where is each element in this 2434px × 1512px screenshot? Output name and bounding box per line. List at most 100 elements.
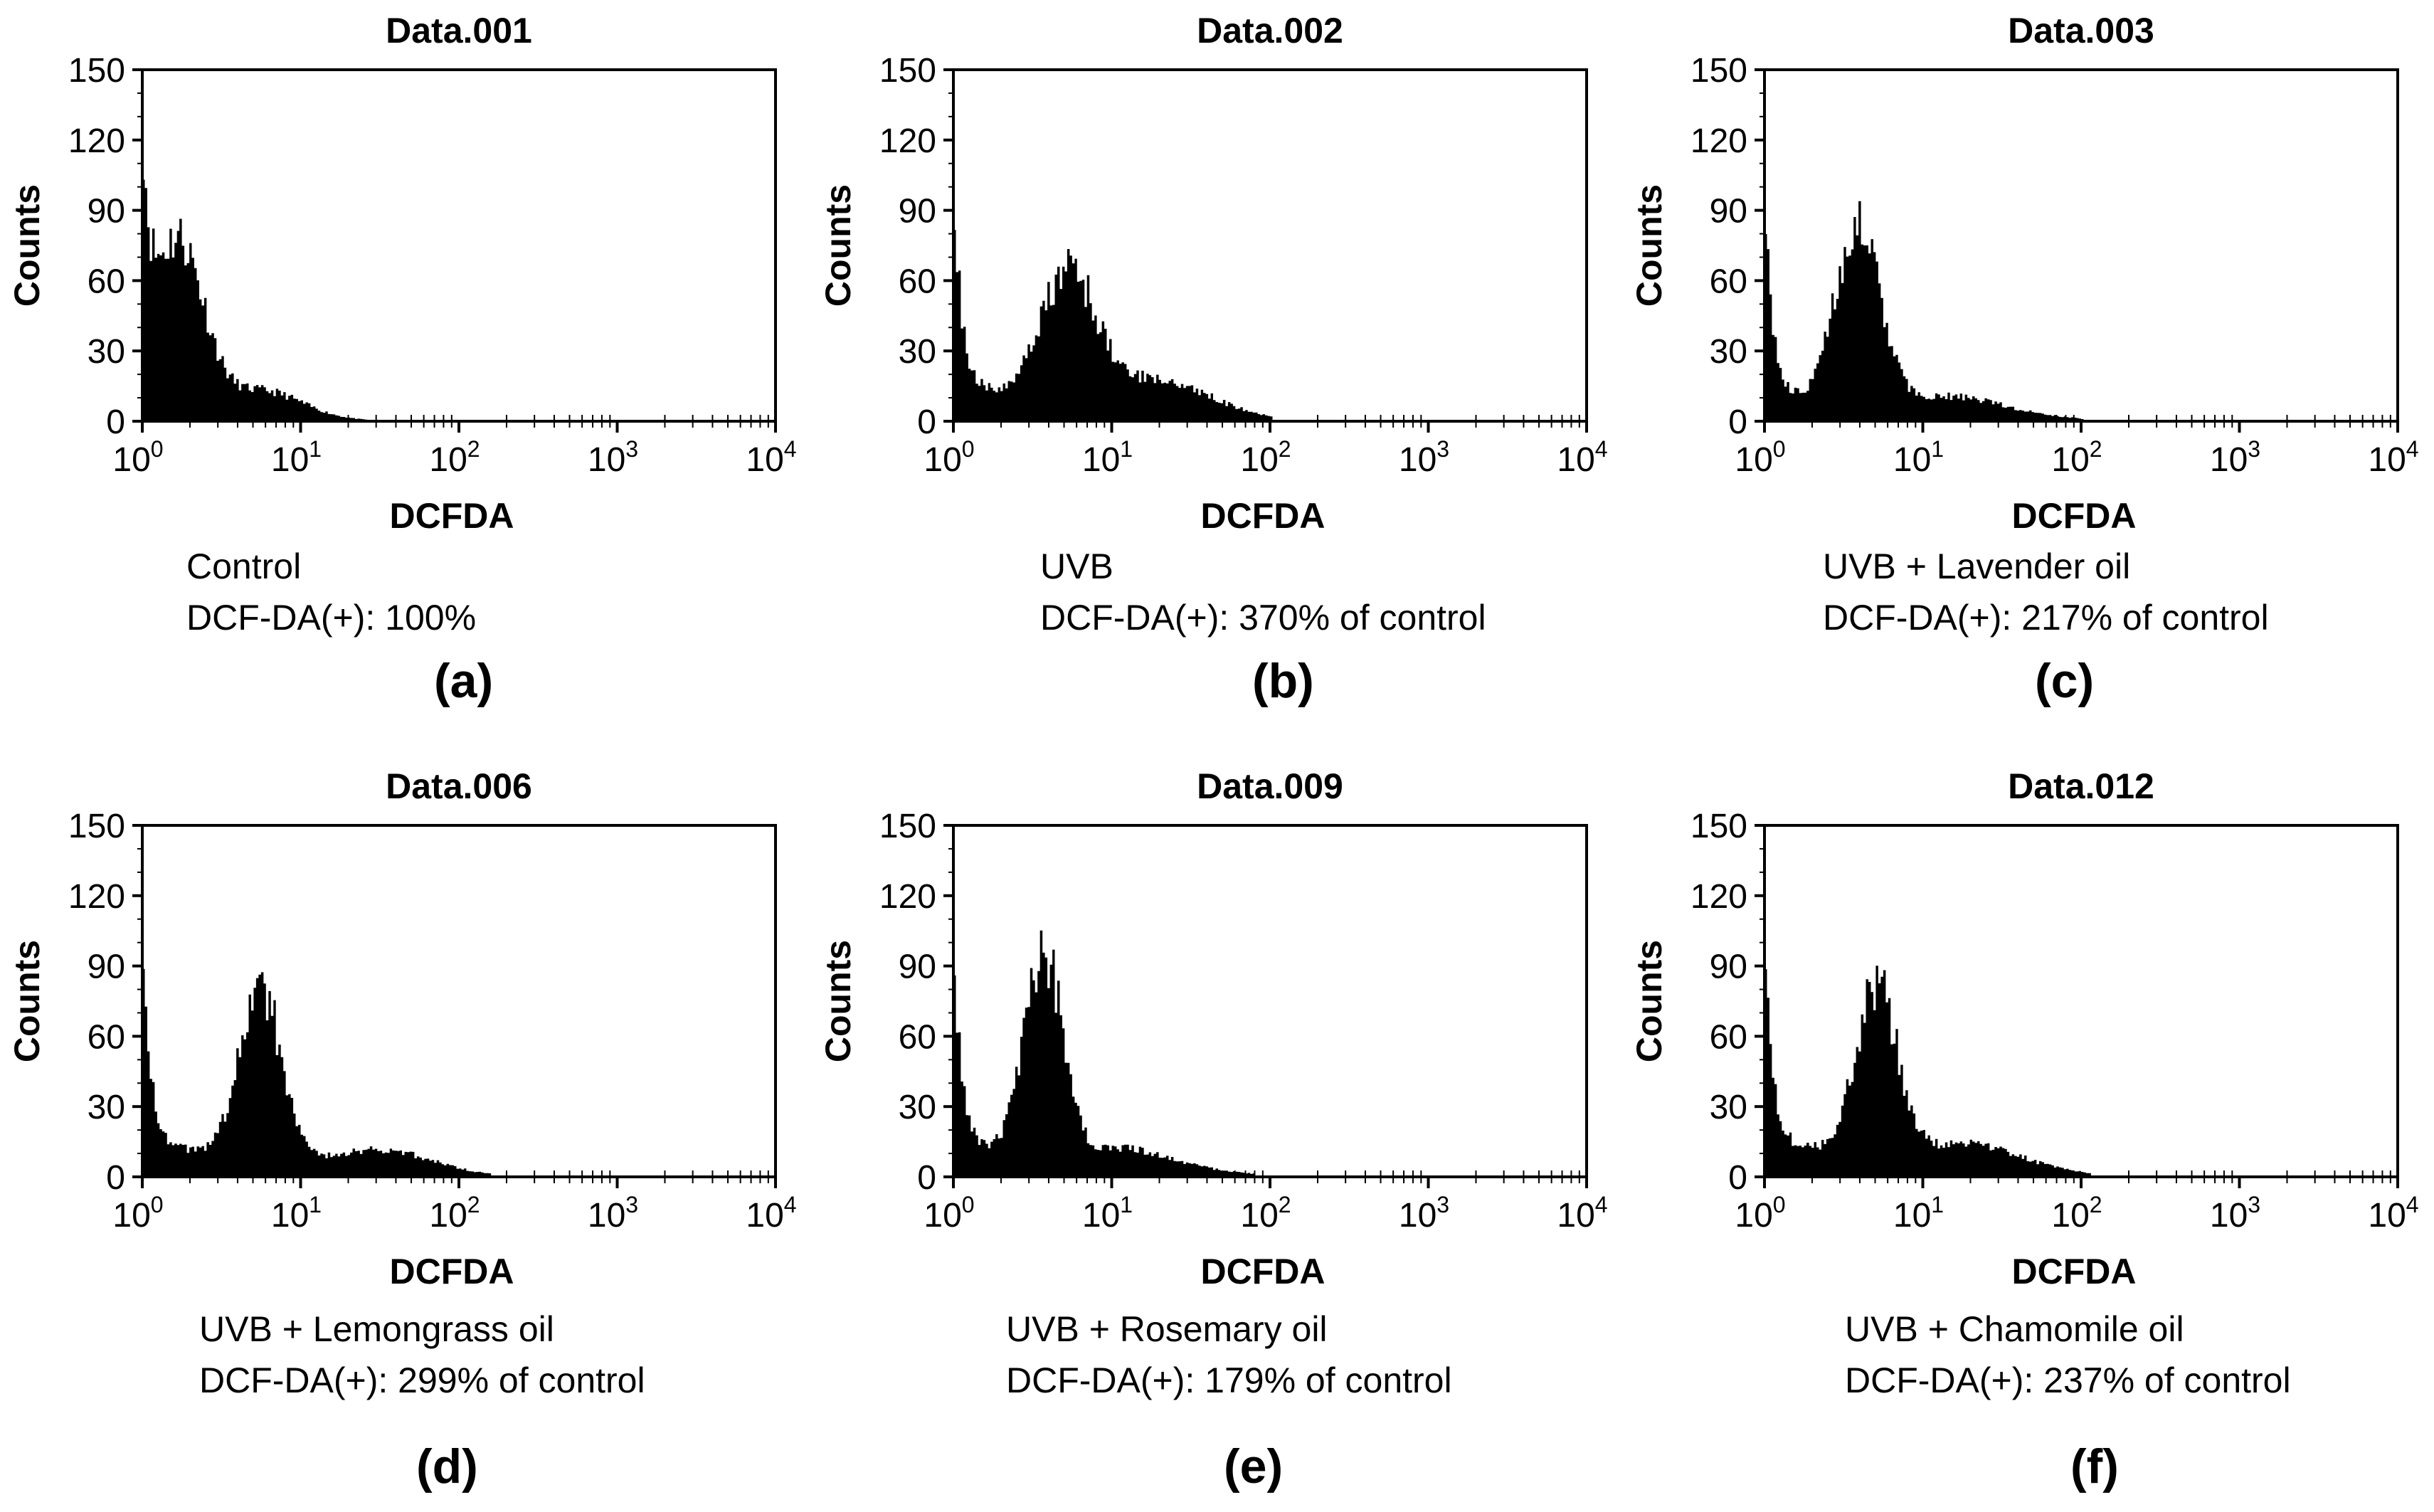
x-tick-label: 100 bbox=[112, 436, 163, 479]
x-tick-label: 103 bbox=[588, 1192, 638, 1235]
chart-panel: Data.003 0 30 60 90 120 150 100 101 102 103 104 DCFD… bbox=[1622, 0, 2433, 756]
y-tick-label: 60 bbox=[1710, 1018, 1747, 1056]
y-tick-label: 150 bbox=[68, 808, 125, 845]
panel-letter: (f) bbox=[2070, 1439, 2119, 1494]
histogram-area bbox=[1764, 966, 2398, 1177]
result-label: DCF-DA(+): 299% of control bbox=[199, 1360, 645, 1400]
result-label: DCF-DA(+): 217% of control bbox=[1823, 598, 2269, 638]
y-tick-label: 0 bbox=[1728, 403, 1747, 441]
panel-letter: (b) bbox=[1252, 654, 1314, 708]
x-axis-label: DCFDA bbox=[390, 496, 514, 536]
x-tick-label: 100 bbox=[1735, 1192, 1785, 1235]
y-tick-label: 120 bbox=[1690, 878, 1747, 916]
x-tick-label: 100 bbox=[924, 436, 974, 479]
y-tick-label: 0 bbox=[106, 1159, 125, 1197]
chart-plot: Data.006 0 30 60 90 120 150 100 101 102 103 104 DCFD… bbox=[7, 766, 797, 1291]
result-label: DCF-DA(+): 100% bbox=[186, 598, 477, 638]
x-tick-label: 104 bbox=[746, 436, 796, 479]
y-tick-label: 90 bbox=[899, 193, 936, 231]
result-label: DCF-DA(+): 370% of control bbox=[1040, 598, 1486, 638]
y-tick-label: 120 bbox=[879, 122, 936, 160]
x-tick-label: 100 bbox=[1735, 436, 1785, 479]
histogram-area bbox=[142, 179, 776, 421]
x-axis-label: DCFDA bbox=[2012, 496, 2137, 536]
chart-panel: Data.001 0 30 60 90 120 150 100 101 102 103 104 DCFD… bbox=[0, 0, 811, 756]
chart-panel: Data.012 0 30 60 90 120 150 100 101 102 103 104 DCFD… bbox=[1622, 756, 2433, 1511]
y-tick-label: 60 bbox=[88, 263, 125, 300]
y-tick-label: 30 bbox=[88, 333, 125, 371]
chart-plot: Data.009 0 30 60 90 120 150 100 101 102 103 104 DCFD… bbox=[818, 766, 1608, 1291]
y-tick-label: 30 bbox=[899, 1089, 936, 1126]
y-tick-label: 150 bbox=[1690, 52, 1747, 90]
y-tick-label: 120 bbox=[68, 122, 125, 160]
x-axis-label: DCFDA bbox=[2012, 1252, 2137, 1291]
y-tick-label: 30 bbox=[899, 333, 936, 371]
y-tick-label: 60 bbox=[899, 263, 936, 300]
chart-title: Data.012 bbox=[2008, 766, 2154, 806]
x-tick-label: 102 bbox=[1240, 436, 1291, 479]
y-tick-label: 90 bbox=[88, 948, 125, 986]
x-axis-label: DCFDA bbox=[1201, 1252, 1326, 1291]
plot-frame bbox=[141, 68, 777, 423]
condition-label: UVB + Lemongrass oil bbox=[199, 1309, 554, 1349]
y-axis-label: Counts bbox=[818, 184, 858, 307]
y-tick-label: 120 bbox=[879, 878, 936, 916]
condition-label: UVB + Lavender oil bbox=[1823, 546, 2131, 586]
result-label: DCF-DA(+): 237% of control bbox=[1845, 1360, 2291, 1400]
y-axis-label: Counts bbox=[1629, 184, 1669, 307]
chart-plot: Data.001 0 30 60 90 120 150 100 101 102 103 104 DCFD… bbox=[7, 11, 797, 536]
histogram-area bbox=[953, 230, 1587, 421]
x-tick-label: 100 bbox=[112, 1192, 163, 1235]
y-axis-label: Counts bbox=[7, 940, 47, 1062]
x-tick-label: 104 bbox=[1557, 436, 1607, 479]
y-axis-label: Counts bbox=[1629, 940, 1669, 1062]
y-tick-label: 90 bbox=[899, 948, 936, 986]
x-tick-label: 104 bbox=[2368, 436, 2418, 479]
x-tick-label: 102 bbox=[2051, 1192, 2102, 1235]
x-tick-label: 101 bbox=[271, 1192, 322, 1235]
chart-title: Data.003 bbox=[2008, 11, 2154, 51]
y-tick-label: 60 bbox=[899, 1018, 936, 1056]
chart-plot: Data.002 0 30 60 90 120 150 100 101 102 103 104 DCFD… bbox=[818, 11, 1608, 536]
y-tick-label: 60 bbox=[88, 1018, 125, 1056]
x-tick-label: 101 bbox=[271, 436, 322, 479]
chart-plot: Data.003 0 30 60 90 120 150 100 101 102 103 104 DCFD… bbox=[1629, 11, 2419, 536]
condition-label: UVB bbox=[1040, 546, 1113, 586]
y-tick-label: 90 bbox=[1710, 948, 1747, 986]
chart-title: Data.009 bbox=[1197, 766, 1343, 806]
x-tick-label: 101 bbox=[1082, 1192, 1133, 1235]
chart-title: Data.006 bbox=[386, 766, 532, 806]
y-axis-label: Counts bbox=[7, 184, 47, 307]
y-tick-label: 150 bbox=[879, 52, 936, 90]
y-tick-label: 120 bbox=[1690, 122, 1747, 160]
x-tick-label: 101 bbox=[1893, 1192, 1944, 1235]
chart-panel: Data.009 0 30 60 90 120 150 100 101 102 103 104 DCFD… bbox=[811, 756, 1622, 1511]
x-tick-label: 103 bbox=[588, 436, 638, 479]
x-tick-label: 102 bbox=[1240, 1192, 1291, 1235]
x-tick-label: 102 bbox=[2051, 436, 2102, 479]
x-tick-label: 104 bbox=[746, 1192, 796, 1235]
y-tick-label: 90 bbox=[1710, 193, 1747, 231]
chart-title: Data.002 bbox=[1197, 11, 1343, 51]
x-tick-label: 101 bbox=[1893, 436, 1944, 479]
panel-letter: (d) bbox=[416, 1439, 478, 1494]
x-tick-label: 102 bbox=[429, 436, 480, 479]
x-tick-label: 103 bbox=[2210, 436, 2260, 479]
y-tick-label: 30 bbox=[1710, 333, 1747, 371]
x-tick-label: 103 bbox=[2210, 1192, 2260, 1235]
condition-label: UVB + Rosemary oil bbox=[1006, 1309, 1328, 1349]
x-tick-label: 101 bbox=[1082, 436, 1133, 479]
x-axis-label: DCFDA bbox=[390, 1252, 514, 1291]
x-tick-label: 100 bbox=[924, 1192, 974, 1235]
condition-label: UVB + Chamomile oil bbox=[1845, 1309, 2184, 1349]
y-tick-label: 60 bbox=[1710, 263, 1747, 300]
x-tick-label: 104 bbox=[1557, 1192, 1607, 1235]
panel-letter: (e) bbox=[1224, 1439, 1284, 1494]
y-tick-label: 120 bbox=[68, 878, 125, 916]
histogram-area bbox=[953, 930, 1587, 1177]
histogram-area bbox=[142, 968, 776, 1177]
chart-title: Data.001 bbox=[386, 11, 532, 51]
y-tick-label: 0 bbox=[1728, 1159, 1747, 1197]
x-tick-label: 103 bbox=[1399, 1192, 1449, 1235]
y-tick-label: 150 bbox=[68, 52, 125, 90]
